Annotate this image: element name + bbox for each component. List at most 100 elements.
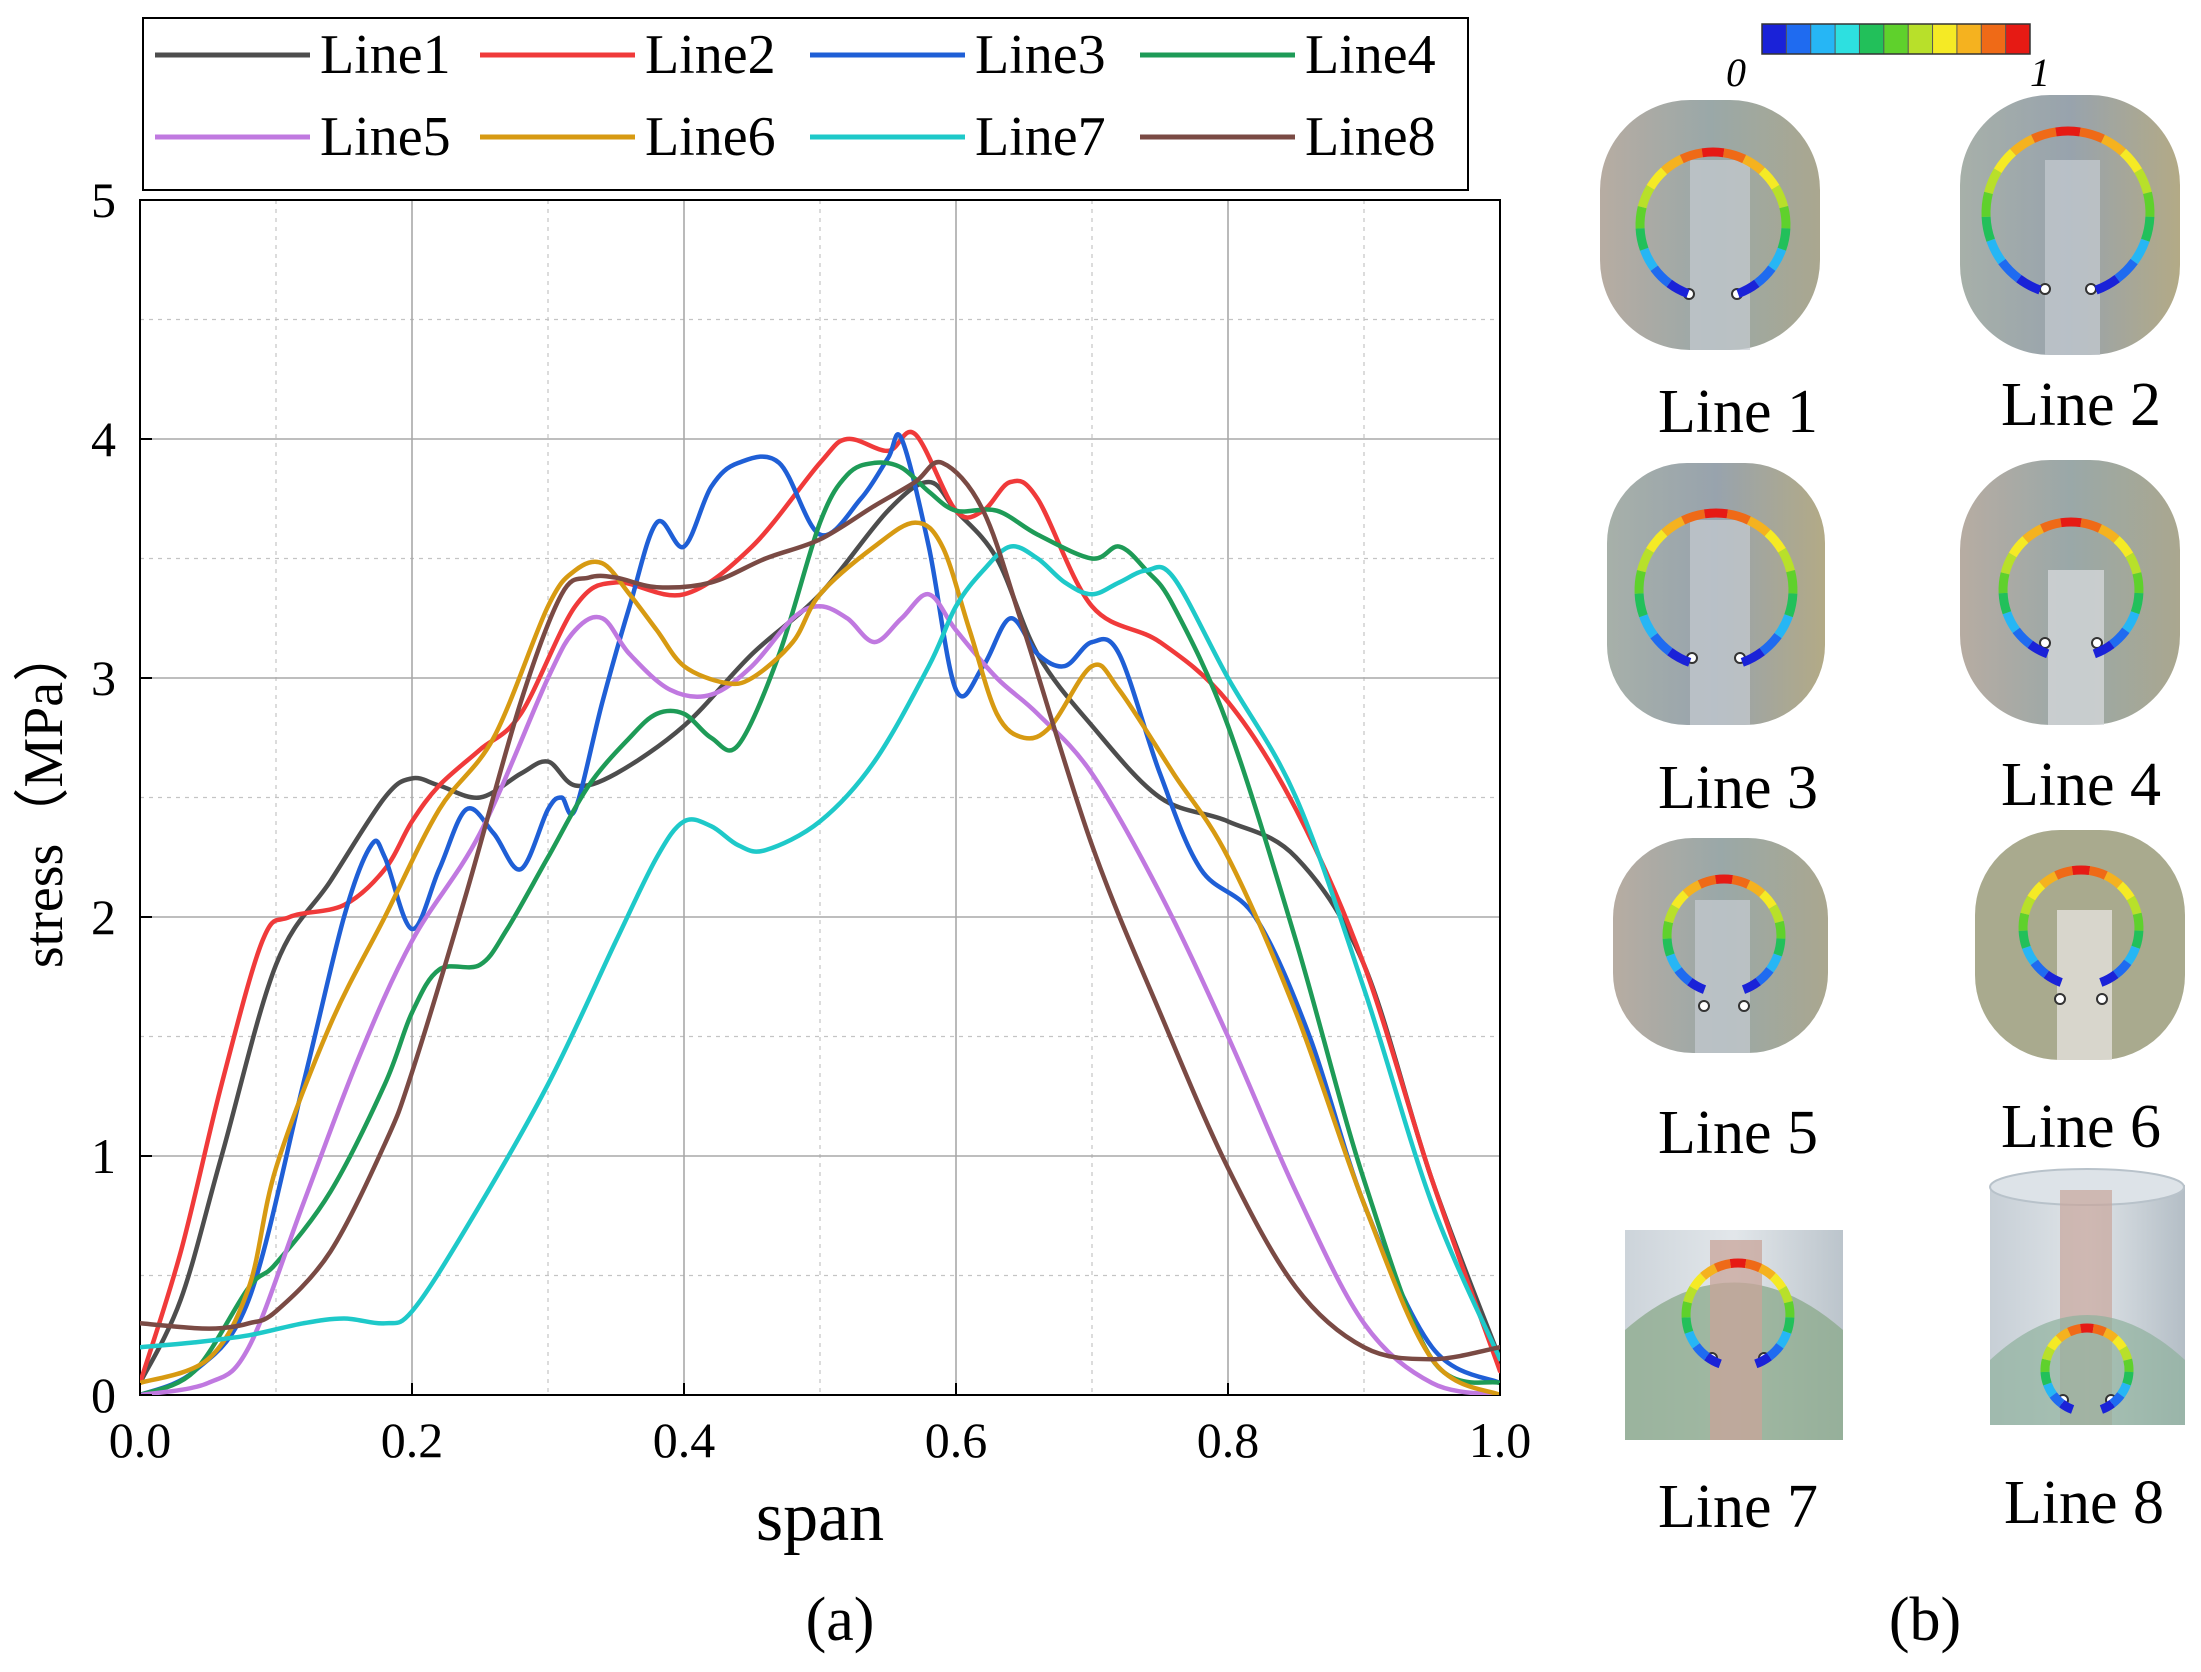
stress-ring-segment: [2012, 627, 2034, 649]
stress-ring-segment: [1700, 1263, 1718, 1280]
thumbnail-line-3: [1607, 463, 1825, 725]
colorbar-cells: [1762, 24, 2031, 54]
x-tick-label: 0.8: [1197, 1412, 1260, 1468]
stress-ring-segment: [2008, 536, 2029, 558]
stress-ring-segment: [1722, 148, 1747, 164]
stress-ring-segment: [1646, 529, 1668, 553]
x-tick-label: 1.0: [1469, 1412, 1532, 1468]
stress-ring-segment: [1986, 238, 2006, 265]
legend-label-line2: Line2: [645, 24, 776, 86]
stress-ring-segment: [2022, 945, 2039, 965]
stress-ring-segment: [1634, 569, 1646, 594]
stress-ring-segment: [1771, 184, 1789, 209]
stress-ring-segment: [2143, 191, 2155, 218]
stress-ring-segment: [2122, 611, 2140, 633]
series-line-line3: [140, 432, 1500, 1395]
series-line-line2: [140, 429, 1500, 1386]
stress-ring-segment: [1758, 167, 1780, 190]
stress-ring-segment: [1784, 593, 1798, 618]
legend-label-line3: Line3: [975, 24, 1106, 86]
colorbar-cell: [1956, 24, 1982, 54]
ring-end-right: [1738, 1000, 1750, 1012]
plot-frame: [139, 199, 1501, 1396]
series-layer: [140, 429, 1500, 1395]
stress-ring-segment: [1786, 569, 1798, 594]
stress-ring-segment: [1746, 880, 1766, 898]
stress-ring-segment: [2100, 134, 2127, 156]
stress-ring-segment: [2040, 518, 2062, 533]
colorbar: 0 1: [1726, 23, 2050, 95]
colorbar-cell: [1932, 24, 1958, 54]
stress-ring-segment: [1746, 516, 1771, 537]
stress-ring-segment: [2109, 1392, 2125, 1408]
colorbar-cell: [1810, 24, 1836, 54]
series-line-line5: [140, 592, 1500, 1395]
stress-ring-segment: [1755, 967, 1774, 986]
legend-label-line4: Line4: [1305, 24, 1436, 86]
x-tick-label: 0.2: [381, 1412, 444, 1468]
stress-ring-segment: [1689, 1273, 1707, 1291]
series-line-line1: [140, 479, 1500, 1386]
thumbnail-line-1: [1600, 100, 1820, 350]
component-shaft: [2045, 160, 2100, 355]
stress-ring-segment: [1715, 874, 1733, 885]
stress-ring-segment: [1681, 1301, 1692, 1318]
stress-ring-segment: [1753, 265, 1776, 287]
stress-ring-segment: [2119, 148, 2143, 174]
stress-ring-segment: [2092, 1324, 2107, 1337]
colorbar-cell: [1908, 24, 1934, 54]
stress-ring-segment: [2031, 127, 2057, 143]
stress-ring-segment: [2108, 627, 2130, 649]
legend-label-line7: Line7: [975, 106, 1106, 168]
stress-ring-segment: [1768, 904, 1784, 924]
stress-ring-segment: [1782, 1317, 1795, 1334]
thumbnail-line-2: [1960, 95, 2180, 355]
colorbar-max-label: 1: [2030, 50, 2050, 95]
stress-ring-segment: [1674, 967, 1693, 986]
stress-ring-segment: [2060, 517, 2082, 528]
stress-ring-segment: [1639, 247, 1658, 271]
component-shaft: [1710, 1240, 1762, 1440]
colorbar-cell: [1835, 24, 1860, 54]
series-line-line8: [140, 459, 1500, 1362]
stress-ring-segment: [1637, 547, 1654, 573]
stress-ring-segment: [2002, 611, 2020, 633]
stress-ring-segment: [1981, 191, 1993, 218]
thumbnail-label-8: Line 8: [2004, 1469, 2164, 1537]
stress-ring-segment: [1639, 614, 1658, 639]
component-shaft: [1690, 160, 1750, 350]
stress-ring-segment: [1661, 154, 1684, 175]
thumbnail-line-4: [1960, 460, 2180, 725]
stress-ring-segment: [1998, 258, 2022, 283]
thumbnail-line-5: [1613, 838, 1828, 1053]
series-line-line6: [140, 520, 1500, 1395]
stress-ring-segment: [1731, 875, 1751, 889]
x-tick-label: 0.4: [653, 1412, 716, 1468]
stress-ring-segment: [1713, 1259, 1732, 1273]
stress-ring-segment: [2030, 959, 2050, 978]
thumbnail-label-7: Line 7: [1658, 1473, 1818, 1541]
stress-ring-segment: [2079, 127, 2105, 143]
stress-ring-segment: [1687, 977, 1707, 994]
stress-ring-segment: [2114, 258, 2138, 283]
stress-ring-segment: [1998, 572, 2010, 594]
stress-ring-segment: [1759, 632, 1782, 656]
stress-ring-segment: [1697, 875, 1717, 889]
stress-ring-segment: [1766, 1343, 1784, 1361]
stress-ring-segment: [1664, 904, 1680, 924]
stress-ring-segment: [1998, 592, 2012, 615]
thumbnail-line-8: [1989, 1168, 2185, 1425]
stress-ring-segment: [2000, 552, 2017, 575]
y-tick-label: 0: [91, 1367, 116, 1423]
stress-ring-segment: [2055, 1327, 2072, 1343]
stress-ring-segment: [1773, 938, 1786, 957]
stress-ring-segment: [1646, 167, 1668, 190]
legend: Line1 Line2 Line3 Line4 Line5 Line6 Line7 Line8: [142, 17, 1469, 191]
stress-ring-segment: [1671, 890, 1689, 910]
stress-ring-segment: [1681, 509, 1706, 525]
stress-ring-segment: [2016, 274, 2042, 295]
stress-ring-segment: [2123, 945, 2140, 965]
stress-ring-segment: [2027, 881, 2046, 901]
thumbnail-label-1: Line 1: [1658, 378, 1818, 446]
